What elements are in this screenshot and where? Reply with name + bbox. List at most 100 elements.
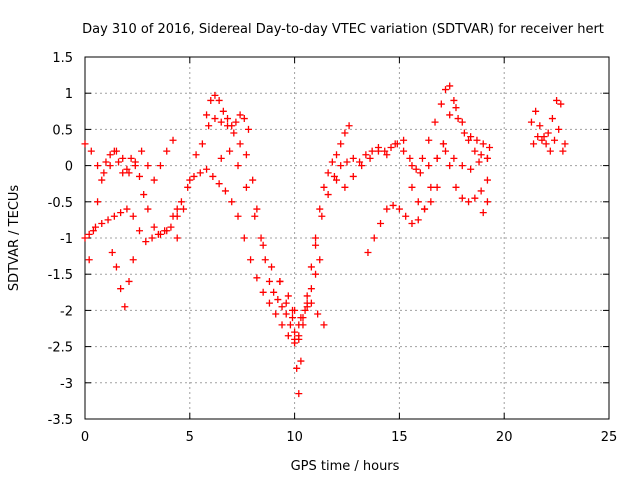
data-point (546, 147, 554, 155)
data-point (439, 140, 447, 148)
data-point (289, 314, 297, 322)
x-tick-label: 0 (81, 430, 89, 445)
data-point (173, 234, 181, 242)
data-point (251, 212, 259, 220)
data-point (180, 205, 188, 213)
data-point (475, 158, 483, 166)
series-track-e (173, 115, 353, 340)
data-point (553, 96, 561, 104)
data-point (289, 306, 297, 314)
series-track-d (108, 248, 137, 311)
data-point (458, 194, 466, 202)
data-point (144, 205, 152, 213)
data-point (106, 162, 114, 170)
data-point (387, 144, 395, 151)
data-point (374, 147, 382, 155)
x-tick-label: 10 (286, 430, 303, 445)
data-point (142, 238, 150, 246)
data-point (452, 104, 460, 112)
data-point (307, 299, 315, 307)
data-point (108, 248, 116, 256)
data-point (555, 125, 563, 133)
data-point (203, 111, 211, 119)
data-point (458, 118, 466, 126)
data-point (530, 140, 538, 148)
data-point (234, 162, 242, 170)
data-point (307, 263, 315, 271)
data-point (416, 169, 424, 177)
y-tick-labels: -3.5 -3 -2.5 -2 -1.5 -1 -0.5 0 0.5 1 1.5 (48, 51, 73, 428)
data-point (203, 165, 211, 173)
data-point (381, 147, 389, 155)
data-point (270, 288, 278, 296)
data-point (282, 299, 290, 307)
data-point (98, 220, 106, 228)
data-point (418, 154, 426, 162)
data-point (207, 96, 215, 104)
data-point (226, 147, 234, 155)
data-point (119, 154, 127, 162)
data-point (104, 216, 112, 224)
data-point (316, 205, 324, 213)
x-tick-labels: 0 5 10 15 20 25 (81, 430, 617, 445)
data-point (242, 183, 250, 191)
data-point (364, 248, 372, 256)
data-point (211, 115, 219, 123)
data-point (184, 183, 192, 191)
data-point (370, 234, 378, 242)
data-point (217, 154, 225, 162)
series-track-n (408, 104, 491, 213)
data-point (186, 176, 194, 184)
data-point (425, 136, 433, 144)
data-point (282, 310, 290, 318)
data-point (121, 303, 129, 311)
data-point (561, 140, 569, 148)
data-point (467, 165, 475, 173)
data-point (278, 303, 286, 311)
data-point (211, 91, 219, 99)
data-point (242, 151, 250, 159)
data-point (383, 205, 391, 213)
data-point (333, 176, 341, 184)
data-point (425, 162, 433, 170)
data-point (110, 212, 118, 220)
grid-lines (85, 57, 609, 419)
data-point (117, 285, 125, 293)
data-point (87, 147, 95, 155)
data-point (154, 230, 162, 238)
data-point (259, 288, 267, 296)
data-point (473, 136, 481, 144)
data-point (123, 165, 131, 173)
data-point (341, 183, 349, 191)
data-point (253, 274, 261, 282)
data-point (349, 154, 357, 162)
data-point (148, 234, 156, 242)
data-point (173, 205, 181, 213)
data-point (330, 172, 338, 180)
data-point (366, 154, 374, 162)
data-point (230, 129, 238, 137)
data-point (144, 162, 152, 170)
data-point (190, 172, 198, 180)
data-point (408, 183, 416, 191)
data-point (138, 147, 146, 155)
data-point (486, 144, 494, 151)
data-point (291, 328, 299, 336)
data-point (377, 220, 385, 228)
y-tick-label: -2 (60, 304, 73, 319)
data-point (150, 176, 158, 184)
y-tick-label: 1.5 (52, 51, 73, 66)
data-point (156, 162, 164, 170)
data-point (268, 263, 276, 271)
data-point (548, 115, 556, 123)
series-track-c (85, 205, 181, 246)
series-track-i (289, 306, 305, 398)
data-point (278, 321, 286, 329)
series-track-j (276, 277, 328, 329)
data-point (358, 162, 366, 170)
data-point (163, 147, 171, 155)
data-point (295, 321, 303, 329)
data-point (312, 234, 320, 242)
data-point (400, 136, 408, 144)
